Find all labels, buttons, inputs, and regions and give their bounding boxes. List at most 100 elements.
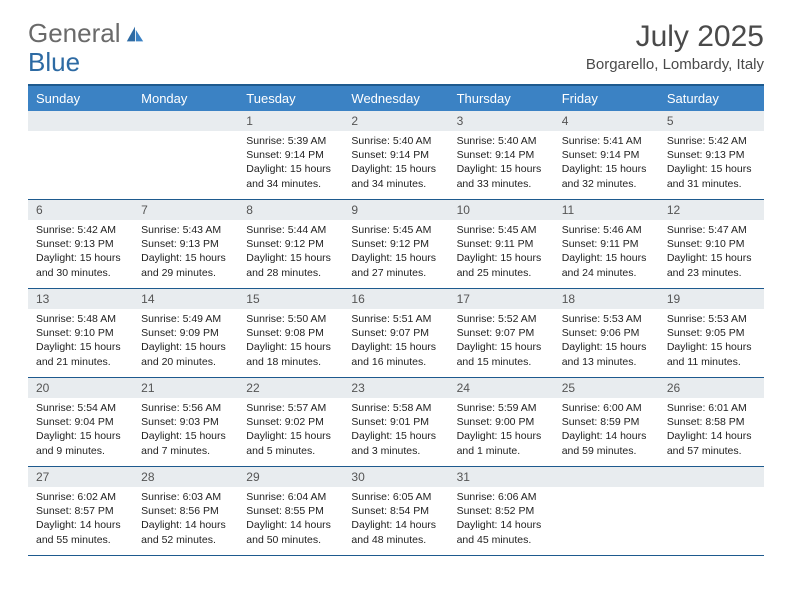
daylight-text: Daylight: 14 hours and 57 minutes. — [667, 429, 756, 457]
sunset-text: Sunset: 9:01 PM — [351, 415, 440, 429]
calendar-cell: 26Sunrise: 6:01 AMSunset: 8:58 PMDayligh… — [659, 378, 764, 467]
day-number: 16 — [343, 289, 448, 309]
day-info: Sunrise: 5:52 AMSunset: 9:07 PMDaylight:… — [449, 309, 554, 375]
day-info: Sunrise: 6:01 AMSunset: 8:58 PMDaylight:… — [659, 398, 764, 464]
daylight-text: Daylight: 15 hours and 13 minutes. — [562, 340, 651, 368]
calendar-cell: 21Sunrise: 5:56 AMSunset: 9:03 PMDayligh… — [133, 378, 238, 467]
day-info: Sunrise: 5:41 AMSunset: 9:14 PMDaylight:… — [554, 131, 659, 197]
sunset-text: Sunset: 8:55 PM — [246, 504, 335, 518]
calendar-cell: 29Sunrise: 6:04 AMSunset: 8:55 PMDayligh… — [238, 467, 343, 556]
day-number: 1 — [238, 111, 343, 131]
day-number: 30 — [343, 467, 448, 487]
day-number: 20 — [28, 378, 133, 398]
daylight-text: Daylight: 15 hours and 31 minutes. — [667, 162, 756, 190]
sunset-text: Sunset: 8:52 PM — [457, 504, 546, 518]
sunrise-text: Sunrise: 5:54 AM — [36, 401, 125, 415]
daylight-text: Daylight: 15 hours and 25 minutes. — [457, 251, 546, 279]
sunset-text: Sunset: 9:14 PM — [562, 148, 651, 162]
sunrise-text: Sunrise: 5:47 AM — [667, 223, 756, 237]
sunset-text: Sunset: 9:14 PM — [246, 148, 335, 162]
daylight-text: Daylight: 14 hours and 50 minutes. — [246, 518, 335, 546]
sunrise-text: Sunrise: 5:45 AM — [351, 223, 440, 237]
day-info: Sunrise: 5:56 AMSunset: 9:03 PMDaylight:… — [133, 398, 238, 464]
day-number: 18 — [554, 289, 659, 309]
sunset-text: Sunset: 9:03 PM — [141, 415, 230, 429]
daylight-text: Daylight: 14 hours and 52 minutes. — [141, 518, 230, 546]
day-info: Sunrise: 6:00 AMSunset: 8:59 PMDaylight:… — [554, 398, 659, 464]
day-info: Sunrise: 6:03 AMSunset: 8:56 PMDaylight:… — [133, 487, 238, 553]
daylight-text: Daylight: 15 hours and 34 minutes. — [351, 162, 440, 190]
calendar-cell: 25Sunrise: 6:00 AMSunset: 8:59 PMDayligh… — [554, 378, 659, 467]
daylight-text: Daylight: 15 hours and 16 minutes. — [351, 340, 440, 368]
calendar-cell: 1Sunrise: 5:39 AMSunset: 9:14 PMDaylight… — [238, 111, 343, 200]
day-number: 22 — [238, 378, 343, 398]
day-info: Sunrise: 5:44 AMSunset: 9:12 PMDaylight:… — [238, 220, 343, 286]
month-title: July 2025 — [586, 20, 764, 54]
sunset-text: Sunset: 9:12 PM — [351, 237, 440, 251]
day-info: Sunrise: 5:42 AMSunset: 9:13 PMDaylight:… — [28, 220, 133, 286]
sunrise-text: Sunrise: 5:40 AM — [457, 134, 546, 148]
calendar-cell: 20Sunrise: 5:54 AMSunset: 9:04 PMDayligh… — [28, 378, 133, 467]
day-info: Sunrise: 5:53 AMSunset: 9:06 PMDaylight:… — [554, 309, 659, 375]
calendar-cell: 2Sunrise: 5:40 AMSunset: 9:14 PMDaylight… — [343, 111, 448, 200]
sunset-text: Sunset: 9:11 PM — [457, 237, 546, 251]
calendar-cell — [133, 111, 238, 200]
day-info: Sunrise: 5:54 AMSunset: 9:04 PMDaylight:… — [28, 398, 133, 464]
calendar-cell: 27Sunrise: 6:02 AMSunset: 8:57 PMDayligh… — [28, 467, 133, 556]
sunrise-text: Sunrise: 5:42 AM — [36, 223, 125, 237]
day-number: 23 — [343, 378, 448, 398]
sunset-text: Sunset: 9:14 PM — [457, 148, 546, 162]
day-number: 14 — [133, 289, 238, 309]
sunset-text: Sunset: 9:06 PM — [562, 326, 651, 340]
calendar-cell: 23Sunrise: 5:58 AMSunset: 9:01 PMDayligh… — [343, 378, 448, 467]
sunset-text: Sunset: 9:07 PM — [351, 326, 440, 340]
title-block: July 2025 Borgarello, Lombardy, Italy — [586, 20, 764, 73]
sunrise-text: Sunrise: 5:41 AM — [562, 134, 651, 148]
daylight-text: Daylight: 15 hours and 18 minutes. — [246, 340, 335, 368]
daylight-text: Daylight: 15 hours and 23 minutes. — [667, 251, 756, 279]
sunset-text: Sunset: 8:58 PM — [667, 415, 756, 429]
day-number: 26 — [659, 378, 764, 398]
day-number: 13 — [28, 289, 133, 309]
daylight-text: Daylight: 15 hours and 33 minutes. — [457, 162, 546, 190]
sunrise-text: Sunrise: 5:58 AM — [351, 401, 440, 415]
day-info: Sunrise: 5:40 AMSunset: 9:14 PMDaylight:… — [449, 131, 554, 197]
day-number: 19 — [659, 289, 764, 309]
weekday-monday: Monday — [133, 85, 238, 111]
sunrise-text: Sunrise: 6:03 AM — [141, 490, 230, 504]
day-info: Sunrise: 6:05 AMSunset: 8:54 PMDaylight:… — [343, 487, 448, 553]
day-info: Sunrise: 5:53 AMSunset: 9:05 PMDaylight:… — [659, 309, 764, 375]
sunset-text: Sunset: 9:09 PM — [141, 326, 230, 340]
daylight-text: Daylight: 15 hours and 20 minutes. — [141, 340, 230, 368]
daylight-text: Daylight: 15 hours and 21 minutes. — [36, 340, 125, 368]
daylight-text: Daylight: 15 hours and 28 minutes. — [246, 251, 335, 279]
weekday-wednesday: Wednesday — [343, 85, 448, 111]
sunrise-text: Sunrise: 5:53 AM — [562, 312, 651, 326]
day-number: 9 — [343, 200, 448, 220]
sunrise-text: Sunrise: 5:51 AM — [351, 312, 440, 326]
sunset-text: Sunset: 9:12 PM — [246, 237, 335, 251]
calendar-cell: 15Sunrise: 5:50 AMSunset: 9:08 PMDayligh… — [238, 289, 343, 378]
sunrise-text: Sunrise: 5:53 AM — [667, 312, 756, 326]
sunrise-text: Sunrise: 6:06 AM — [457, 490, 546, 504]
sunset-text: Sunset: 9:00 PM — [457, 415, 546, 429]
sunrise-text: Sunrise: 6:01 AM — [667, 401, 756, 415]
sunset-text: Sunset: 9:13 PM — [141, 237, 230, 251]
day-number: 11 — [554, 200, 659, 220]
calendar-row: 13Sunrise: 5:48 AMSunset: 9:10 PMDayligh… — [28, 289, 764, 378]
sunrise-text: Sunrise: 5:57 AM — [246, 401, 335, 415]
sunset-text: Sunset: 9:02 PM — [246, 415, 335, 429]
calendar-cell: 24Sunrise: 5:59 AMSunset: 9:00 PMDayligh… — [449, 378, 554, 467]
day-number: 27 — [28, 467, 133, 487]
calendar-cell: 28Sunrise: 6:03 AMSunset: 8:56 PMDayligh… — [133, 467, 238, 556]
day-info: Sunrise: 5:45 AMSunset: 9:11 PMDaylight:… — [449, 220, 554, 286]
sunset-text: Sunset: 9:13 PM — [36, 237, 125, 251]
calendar-cell: 4Sunrise: 5:41 AMSunset: 9:14 PMDaylight… — [554, 111, 659, 200]
sunset-text: Sunset: 9:10 PM — [667, 237, 756, 251]
day-info: Sunrise: 5:50 AMSunset: 9:08 PMDaylight:… — [238, 309, 343, 375]
weekday-friday: Friday — [554, 85, 659, 111]
calendar-cell: 18Sunrise: 5:53 AMSunset: 9:06 PMDayligh… — [554, 289, 659, 378]
calendar-cell: 6Sunrise: 5:42 AMSunset: 9:13 PMDaylight… — [28, 200, 133, 289]
day-number: 24 — [449, 378, 554, 398]
day-info: Sunrise: 5:51 AMSunset: 9:07 PMDaylight:… — [343, 309, 448, 375]
